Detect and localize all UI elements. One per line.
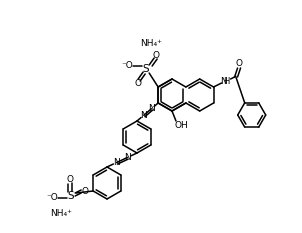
Text: OH: OH	[174, 120, 188, 130]
Text: ⁻O: ⁻O	[121, 62, 133, 71]
Text: ⁻O: ⁻O	[46, 193, 58, 202]
Text: N: N	[124, 153, 131, 162]
Text: S: S	[143, 64, 149, 74]
Text: H: H	[223, 76, 230, 86]
Text: N: N	[148, 104, 155, 113]
Text: NH₄⁺: NH₄⁺	[140, 38, 162, 48]
Text: N: N	[140, 111, 147, 120]
Text: N: N	[113, 158, 120, 167]
Text: O: O	[153, 51, 160, 59]
Text: O: O	[67, 175, 74, 184]
Text: NH₄⁺: NH₄⁺	[50, 209, 72, 219]
Text: O: O	[235, 59, 242, 69]
Text: S: S	[68, 191, 75, 201]
Text: O: O	[135, 79, 142, 88]
Text: N: N	[220, 76, 227, 86]
Text: O: O	[82, 188, 89, 196]
